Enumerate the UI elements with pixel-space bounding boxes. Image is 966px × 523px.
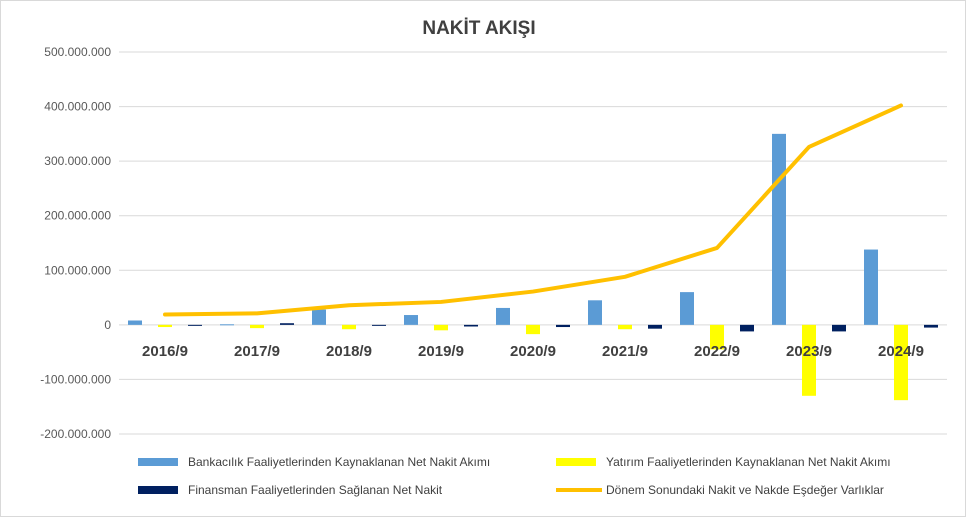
y-axis-tick-labels: 500.000.000 400.000.000 300.000.000 200.000… bbox=[40, 45, 111, 441]
y-tick-label: 100.000.000 bbox=[44, 263, 111, 277]
legend-label: Dönem Sonundaki Nakit ve Nakde Eşdeğer V… bbox=[606, 483, 884, 497]
y-tick-label: 500.000.000 bbox=[44, 45, 111, 59]
gridlines bbox=[119, 51, 947, 435]
bar-1-2017-9 bbox=[220, 324, 234, 326]
bar-1-2019-9 bbox=[404, 315, 418, 325]
x-tick-label: 2019/9 bbox=[418, 343, 464, 360]
y-tick-label: 0 bbox=[104, 318, 111, 332]
cash-balance-line bbox=[163, 103, 903, 317]
bar-2-2021-9 bbox=[618, 324, 632, 330]
legend-swatch bbox=[138, 458, 178, 466]
bar-3-2020-9 bbox=[556, 324, 570, 328]
bar-1-2020-9 bbox=[496, 307, 510, 325]
y-tick-label: 200.000.000 bbox=[44, 209, 111, 223]
chart-title: NAKİT AKIŞI bbox=[422, 18, 535, 39]
bar-2-2017-9 bbox=[250, 324, 264, 329]
bar-3-2016-9 bbox=[188, 324, 202, 326]
bar-2-2024-9 bbox=[894, 324, 908, 401]
bars bbox=[128, 133, 938, 401]
bar-3-2022-9 bbox=[740, 324, 754, 332]
bar-3-2017-9 bbox=[280, 323, 294, 325]
x-axis-tick-labels: 2016/9 2017/9 2018/9 2019/9 2020/9 2021/9 2022… bbox=[142, 343, 924, 360]
bar-3-2021-9 bbox=[648, 324, 662, 329]
bar-3-2019-9 bbox=[464, 324, 478, 327]
legend-swatch bbox=[138, 486, 178, 494]
bar-1-2016-9 bbox=[128, 320, 142, 325]
legend-label: Yatırım Faaliyetlerinden Kaynaklanan Net… bbox=[606, 455, 891, 469]
bar-1-2018-9 bbox=[312, 309, 326, 325]
x-tick-label: 2023/9 bbox=[786, 343, 832, 360]
bar-3-2023-9 bbox=[832, 324, 846, 332]
bar-2-2018-9 bbox=[342, 324, 356, 330]
bar-2-2020-9 bbox=[526, 324, 540, 335]
bar-3-2024-9 bbox=[924, 324, 938, 328]
legend-label: Finansman Faaliyetlerinden Sağlanan Net … bbox=[188, 483, 443, 497]
y-tick-label: -200.000.000 bbox=[40, 427, 111, 441]
y-tick-label: 400.000.000 bbox=[44, 100, 111, 114]
x-tick-label: 2022/9 bbox=[694, 343, 740, 360]
x-tick-label: 2018/9 bbox=[326, 343, 372, 360]
bar-2-2023-9 bbox=[802, 324, 816, 396]
legend-label: Bankacılık Faaliyetlerinden Kaynaklanan … bbox=[188, 455, 490, 469]
x-tick-label: 2017/9 bbox=[234, 343, 280, 360]
bar-1-2021-9 bbox=[588, 300, 602, 325]
x-tick-label: 2020/9 bbox=[510, 343, 556, 360]
x-tick-label: 2016/9 bbox=[142, 343, 188, 360]
y-tick-label: 300.000.000 bbox=[44, 154, 111, 168]
bar-2-2019-9 bbox=[434, 324, 448, 331]
bar-1-2024-9 bbox=[864, 249, 878, 325]
bar-2-2016-9 bbox=[158, 324, 172, 328]
bar-2-2022-9 bbox=[710, 324, 724, 350]
x-tick-label: 2024/9 bbox=[878, 343, 924, 360]
bar-1-2022-9 bbox=[680, 292, 694, 325]
bar-1-2023-9 bbox=[772, 133, 786, 325]
line-series bbox=[163, 103, 903, 317]
legend: Bankacılık Faaliyetlerinden Kaynaklanan … bbox=[138, 455, 891, 497]
legend-swatch bbox=[556, 458, 596, 466]
y-tick-label: -100.000.000 bbox=[40, 372, 111, 386]
bar-3-2018-9 bbox=[372, 324, 386, 326]
x-tick-label: 2021/9 bbox=[602, 343, 648, 360]
